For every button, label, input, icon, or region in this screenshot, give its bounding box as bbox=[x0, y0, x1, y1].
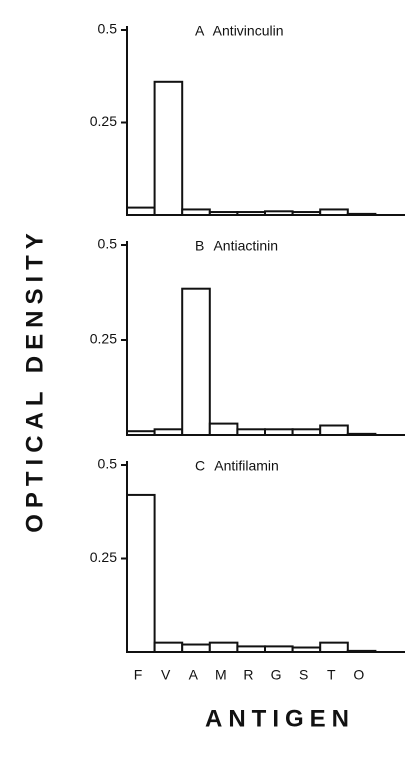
bar bbox=[319, 208, 349, 216]
bar bbox=[153, 428, 184, 436]
bar bbox=[264, 210, 294, 217]
bar bbox=[236, 211, 266, 216]
bar bbox=[236, 645, 266, 654]
bar bbox=[208, 422, 239, 437]
x-tick-label: R bbox=[243, 667, 253, 683]
x-tick-label: M bbox=[215, 667, 227, 683]
bar bbox=[181, 643, 211, 654]
bar bbox=[236, 428, 266, 436]
x-tick-label: O bbox=[353, 667, 364, 683]
x-tick-label: V bbox=[161, 667, 171, 683]
y-tick-label: 0.25 bbox=[90, 549, 117, 565]
bar bbox=[346, 432, 377, 436]
x-tick-label: G bbox=[271, 667, 282, 683]
bar bbox=[291, 646, 322, 654]
bar bbox=[208, 641, 239, 654]
bar bbox=[126, 493, 156, 654]
x-tick-label: F bbox=[134, 667, 143, 683]
bar bbox=[346, 649, 377, 653]
bar bbox=[291, 428, 322, 436]
bar bbox=[181, 208, 211, 216]
x-axis-label: ANTIGEN bbox=[205, 705, 355, 732]
bar bbox=[264, 645, 294, 654]
panel-title: C Antifilamin bbox=[195, 458, 279, 474]
bar bbox=[153, 80, 184, 216]
bar bbox=[181, 287, 211, 437]
y-tick-label: 0.5 bbox=[98, 456, 118, 472]
y-tick-label: 0.25 bbox=[90, 331, 117, 347]
y-axis-label: OPTICAL DENSITY bbox=[21, 227, 48, 533]
x-tick-label: T bbox=[327, 667, 336, 683]
bar bbox=[319, 424, 349, 436]
bar bbox=[126, 206, 156, 217]
y-tick-label: 0.5 bbox=[98, 21, 118, 37]
bar bbox=[208, 211, 239, 216]
bar bbox=[291, 211, 322, 216]
bar bbox=[319, 641, 349, 654]
panel-title: B Antiactinin bbox=[195, 238, 278, 254]
x-tick-label: S bbox=[299, 667, 308, 683]
x-tick-label: A bbox=[189, 667, 199, 683]
bar bbox=[126, 430, 156, 437]
y-tick-label: 0.5 bbox=[98, 236, 118, 252]
y-tick-label: 0.25 bbox=[90, 113, 117, 129]
bar bbox=[153, 641, 184, 654]
panel-title: A Antivinculin bbox=[195, 23, 284, 39]
bar bbox=[346, 212, 377, 216]
bar bbox=[264, 428, 294, 436]
